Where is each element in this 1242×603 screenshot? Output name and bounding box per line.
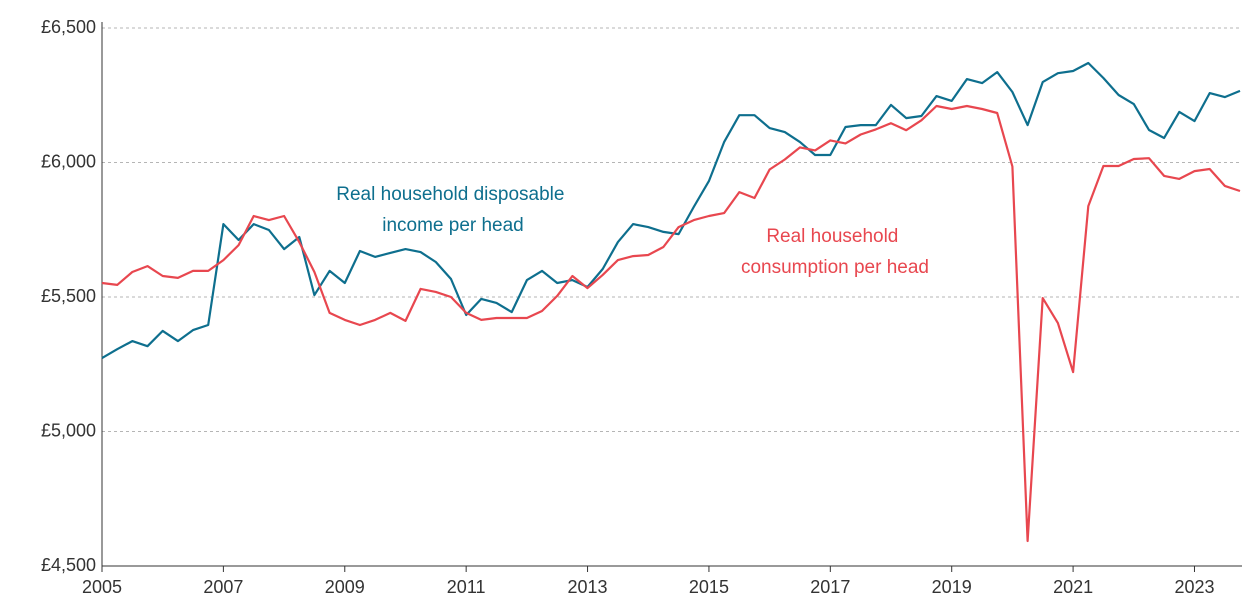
x-tick-label: 2019 [932,577,972,597]
x-tick-label: 2017 [810,577,850,597]
x-tick-label: 2007 [203,577,243,597]
y-tick-label: £5,500 [41,286,96,306]
y-tick-label: £4,500 [41,555,96,575]
y-tick-label: £6,000 [41,151,96,171]
x-tick-label: 2023 [1174,577,1214,597]
x-tick-label: 2013 [568,577,608,597]
x-tick-label: 2015 [689,577,729,597]
y-tick-label: £6,500 [41,17,96,37]
series-label: Real household disposable income per hea… [336,184,569,236]
x-tick-label: 2005 [82,577,122,597]
series-line [101,104,1241,543]
y-tick-label: £5,000 [41,420,96,440]
series-line [101,61,1241,360]
x-tick-label: 2009 [325,577,365,597]
series-label: Real household consumption per head [741,226,929,278]
x-tick-label: 2011 [447,577,486,597]
x-tick-label: 2021 [1053,577,1093,597]
